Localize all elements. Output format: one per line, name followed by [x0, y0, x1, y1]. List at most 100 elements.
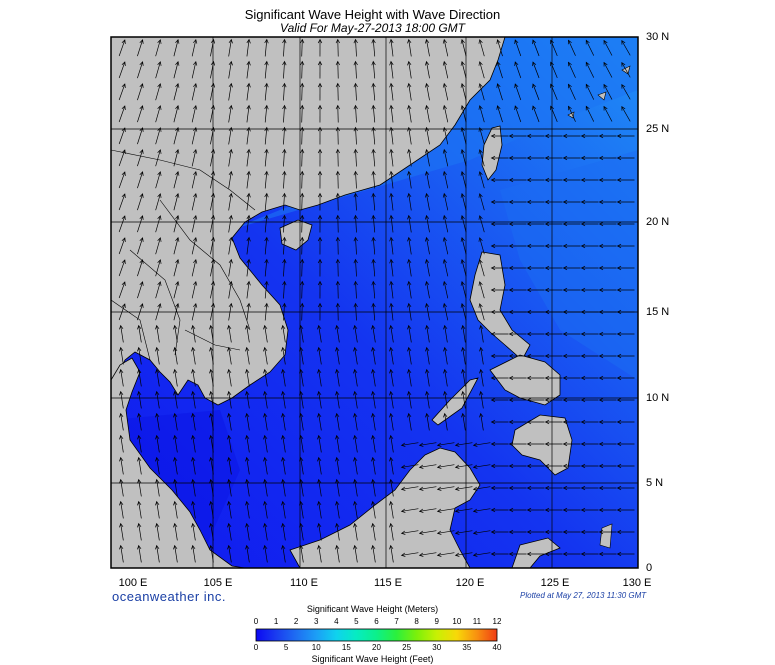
- wave-arrow-head: [598, 507, 604, 513]
- wave-arrow: [283, 105, 285, 123]
- wave-arrow: [228, 545, 232, 563]
- wave-arrow: [300, 325, 304, 343]
- wave-arrow-head: [264, 214, 269, 220]
- wave-arrow-head: [526, 375, 532, 381]
- wave-arrow-head: [245, 390, 250, 396]
- wave-arrow: [283, 149, 285, 167]
- wave-arrow: [408, 215, 412, 233]
- wave-arrow-head: [567, 61, 572, 67]
- wave-arrow-head: [567, 83, 572, 89]
- wave-arrow: [355, 303, 357, 321]
- wave-arrow: [210, 303, 214, 321]
- wave-arrow: [246, 391, 250, 409]
- wave-arrow: [246, 259, 250, 277]
- wave-arrow-head: [508, 133, 514, 139]
- wave-arrow: [264, 61, 268, 79]
- wave-arrow: [246, 149, 250, 167]
- wave-arrow-head: [139, 237, 144, 242]
- wave-arrow: [443, 39, 449, 57]
- wave-arrow-head: [119, 324, 124, 330]
- wave-arrow: [408, 193, 412, 211]
- wave-arrow-head: [526, 485, 532, 491]
- lat-label-25n: 25 N: [646, 123, 670, 135]
- wave-arrow-head: [175, 281, 180, 286]
- wave-arrow-head: [335, 346, 340, 352]
- wave-arrow-head: [335, 302, 340, 308]
- wave-arrow: [585, 106, 595, 122]
- wave-arrow: [372, 413, 376, 431]
- wave-arrow-head: [371, 280, 376, 286]
- wave-arrow-head: [424, 258, 430, 264]
- wave-arrow-head: [281, 544, 286, 550]
- wave-arrow-head: [139, 303, 144, 308]
- wave-arrow-head: [157, 105, 162, 110]
- wave-arrow-head: [227, 478, 232, 484]
- wave-arrow: [354, 457, 358, 475]
- map-subtitle: Valid For May-27-2013 18:00 GMT: [280, 21, 465, 35]
- wave-arrow: [461, 127, 467, 145]
- wave-arrow-head: [193, 104, 198, 110]
- wave-arrow-head: [544, 309, 550, 315]
- wave-arrow-head: [621, 105, 626, 111]
- wave-arrow: [355, 83, 357, 101]
- wave-arrow-head: [175, 193, 180, 198]
- wave-arrow: [480, 347, 484, 365]
- wave-arrow: [156, 435, 160, 453]
- wave-arrow-head: [299, 434, 304, 440]
- wave-arrow: [461, 105, 467, 123]
- wave-arrow-head: [472, 552, 478, 557]
- wave-arrow-head: [139, 281, 144, 286]
- wave-arrow-head: [532, 61, 537, 67]
- wave-arrow-head: [282, 126, 287, 132]
- wave-arrow-head: [317, 368, 322, 374]
- wave-arrow-head: [121, 281, 126, 287]
- wave-arrow: [426, 61, 430, 79]
- wave-arrow-head: [544, 155, 550, 161]
- wave-arrow-head: [490, 177, 496, 183]
- wave-arrow-head: [478, 171, 483, 176]
- wave-arrow-head: [281, 368, 286, 374]
- wave-arrow-head: [407, 346, 412, 352]
- colorbar-tick-feet: 15: [341, 643, 351, 652]
- wave-arrow-head: [353, 412, 358, 418]
- wave-arrow: [173, 281, 179, 299]
- wave-arrow: [246, 281, 250, 299]
- wave-arrow-head: [191, 544, 196, 550]
- wave-arrow: [355, 171, 357, 189]
- wave-arrow-head: [389, 82, 394, 88]
- wave-arrow-head: [317, 60, 323, 66]
- wave-arrow: [426, 83, 430, 101]
- wave-arrow: [118, 127, 126, 145]
- wave-arrow-head: [371, 258, 376, 264]
- lon-label-115e: 115 E: [374, 577, 402, 589]
- wave-arrow-head: [407, 236, 412, 242]
- wave-arrow: [282, 391, 286, 409]
- wave-arrow-head: [335, 170, 340, 176]
- wave-arrow-head: [490, 375, 496, 381]
- wave-arrow-head: [155, 368, 160, 374]
- wave-arrow-head: [407, 38, 412, 44]
- wave-arrow: [156, 523, 160, 541]
- wave-arrow: [210, 457, 214, 475]
- wave-arrow-head: [490, 463, 496, 469]
- wave-arrow-head: [460, 61, 465, 66]
- wave-arrow: [191, 149, 197, 167]
- wave-arrow-head: [544, 375, 550, 381]
- wave-arrow-head: [442, 258, 448, 264]
- wave-arrow-head: [317, 126, 323, 132]
- wave-arrow-head: [580, 309, 586, 315]
- wave-arrow: [419, 486, 437, 490]
- wave-arrow: [174, 413, 178, 431]
- wave-arrow: [408, 127, 412, 145]
- wave-arrow-head: [335, 38, 340, 44]
- wave-arrow: [264, 435, 268, 453]
- wave-arrow: [246, 523, 250, 541]
- wave-arrow-head: [490, 397, 496, 403]
- wave-arrow-head: [460, 171, 465, 176]
- wave-arrow-head: [526, 507, 532, 513]
- wave-arrow: [300, 435, 304, 453]
- wave-arrow: [462, 391, 466, 409]
- wave-arrow-head: [264, 148, 269, 154]
- wave-arrow: [246, 105, 250, 123]
- colorbar-tick-feet: 0: [253, 643, 259, 652]
